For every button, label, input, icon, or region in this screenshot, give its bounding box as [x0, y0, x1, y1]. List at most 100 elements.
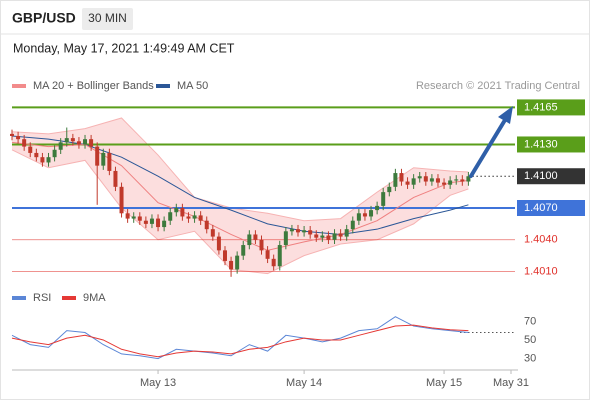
candle-body: [52, 149, 57, 158]
candle-body: [101, 152, 106, 166]
level-label: 1.4165: [524, 101, 558, 113]
candle-body: [338, 233, 343, 237]
rsi-line: [11, 324, 469, 358]
candle-body: [192, 215, 197, 219]
candle-body: [210, 229, 215, 237]
candle-body: [241, 245, 246, 256]
x-tick-label: May 15: [426, 377, 462, 389]
candle-body: [429, 178, 434, 182]
candle-body: [186, 216, 191, 219]
candle-body: [356, 213, 361, 221]
candle-body: [302, 230, 307, 233]
arrow-shaft: [469, 118, 507, 178]
candle-body: [466, 176, 471, 182]
level-label: 1.4130: [524, 138, 558, 150]
candle-body: [83, 139, 88, 145]
candle-body: [417, 176, 422, 179]
candle-body: [253, 234, 258, 240]
bollinger-fill: [12, 118, 469, 274]
candle-body: [442, 182, 447, 185]
candle-body: [70, 138, 75, 142]
candle-body: [119, 186, 124, 214]
level-tag: [517, 136, 585, 153]
candle-body: [222, 250, 227, 261]
level-label: 1.4070: [524, 202, 558, 214]
legend-swatch: [12, 296, 26, 300]
candle-body: [326, 235, 331, 240]
legend-swatch: [12, 84, 26, 88]
candle-body: [16, 136, 21, 140]
candle-body: [344, 229, 349, 237]
candle-body: [58, 142, 63, 150]
candle-body: [34, 152, 39, 158]
candle-body: [131, 216, 136, 219]
candle-body: [125, 213, 130, 219]
candle-body: [22, 139, 27, 147]
candle-body: [375, 205, 380, 211]
candle-body: [204, 220, 209, 230]
candle-body: [40, 157, 45, 163]
x-tick-label: May 13: [140, 377, 176, 389]
legend-swatch: [156, 84, 170, 88]
timeframe-box: [82, 8, 133, 30]
y-tick-label: 50: [524, 334, 536, 346]
candle-body: [296, 229, 301, 233]
candle-body: [137, 216, 142, 221]
level-label: 1.4100: [524, 170, 558, 182]
candle-body: [271, 258, 276, 267]
candle-body: [28, 146, 33, 153]
candle-body: [64, 138, 69, 143]
target-arrow: [469, 106, 513, 178]
symbol: GBP/USD: [12, 10, 76, 26]
candle-body: [308, 230, 313, 235]
candle-body: [113, 170, 118, 187]
candle-body: [283, 231, 288, 246]
candle-body: [235, 255, 240, 270]
candle-body: [460, 179, 465, 182]
candle-body: [411, 178, 416, 185]
candle-body: [168, 212, 173, 221]
candle-body: [350, 220, 355, 230]
legend-label: RSI: [33, 292, 51, 304]
candle-body: [216, 236, 221, 251]
candle-body: [387, 186, 392, 193]
candle-body: [107, 152, 112, 171]
candle-body: [76, 141, 81, 145]
candle-body: [162, 220, 167, 228]
candle-body: [149, 218, 154, 224]
candle-body: [277, 245, 282, 267]
rsi-line: [11, 316, 469, 360]
legend-label: MA 50: [177, 80, 208, 92]
candle-body: [265, 250, 270, 259]
candle-body: [156, 218, 161, 228]
candle-body: [435, 178, 440, 183]
legend-label: 9MA: [83, 292, 106, 304]
candle-body: [393, 173, 398, 187]
candle-body: [289, 229, 294, 232]
candle-body: [314, 234, 319, 238]
candle-body: [198, 215, 203, 221]
candle-body: [259, 239, 264, 251]
candle-body: [247, 234, 252, 246]
level-tag: [517, 168, 585, 185]
candle-body: [369, 210, 374, 217]
bollinger-upper: [11, 117, 469, 222]
level-label: 1.4010: [524, 265, 558, 277]
candle-body: [89, 139, 94, 147]
candle-body: [381, 192, 386, 206]
y-tick-label: 70: [524, 315, 536, 327]
arrow-head: [498, 106, 513, 124]
timeframe[interactable]: 30 MIN: [88, 11, 127, 25]
credit: Research © 2021 Trading Central: [416, 80, 580, 92]
legend-swatch: [62, 296, 76, 300]
level-label: 1.4040: [524, 234, 558, 246]
x-tick-label: May 14: [286, 377, 322, 389]
candle-body: [399, 173, 404, 182]
candle-body: [229, 260, 234, 270]
candle-body: [10, 133, 14, 136]
candle-body: [143, 220, 148, 224]
legend-label: MA 20 + Bollinger Bands: [33, 80, 154, 92]
level-tag: [517, 200, 585, 216]
